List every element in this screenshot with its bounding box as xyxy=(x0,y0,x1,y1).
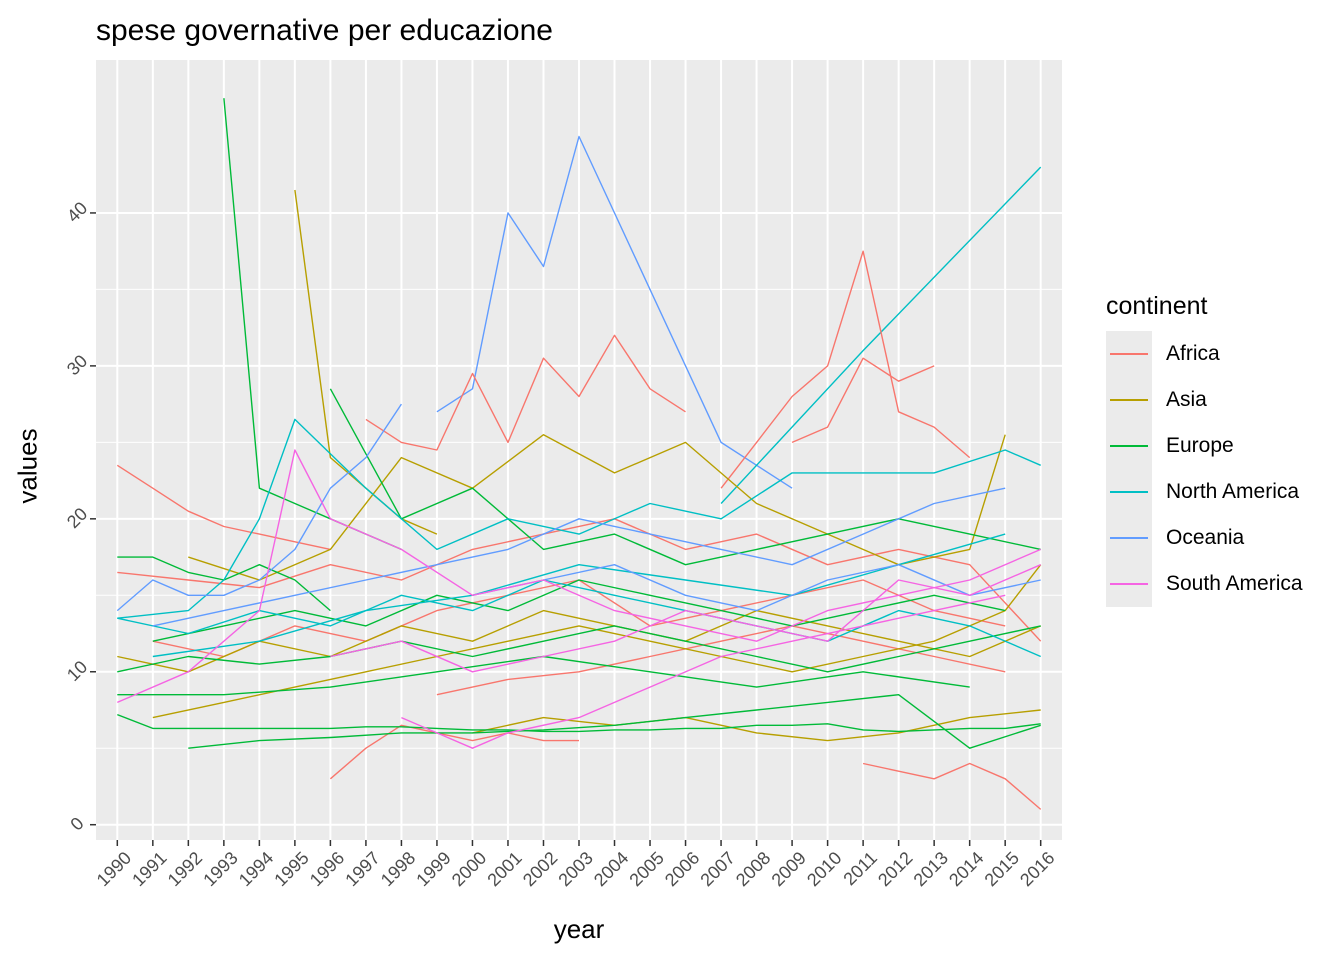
x-tick-label: 1992 xyxy=(164,848,206,890)
series-line-asia xyxy=(152,564,1042,719)
x-tick-label: 1999 xyxy=(412,848,454,890)
x-tick-label: 1991 xyxy=(128,848,170,890)
x-tick-label: 1995 xyxy=(270,848,312,890)
x-tick-label: 2007 xyxy=(696,848,738,890)
x-tick-label: 2008 xyxy=(732,848,774,890)
legend-swatch-europe xyxy=(1110,445,1148,447)
x-tick-label: 1990 xyxy=(93,848,135,890)
series-line-south-america xyxy=(330,564,1041,673)
legend-swatch-south-america xyxy=(1110,583,1148,585)
series-line-europe xyxy=(329,388,1041,566)
legend-key-europe xyxy=(1106,423,1152,469)
x-tick-label: 2003 xyxy=(554,848,596,890)
legend-key-oceania xyxy=(1106,515,1152,561)
series-line-europe xyxy=(117,625,1041,673)
legend-item-south-america: South America xyxy=(1106,561,1303,607)
x-tick-label: 2001 xyxy=(483,848,525,890)
x-tick-label: 1993 xyxy=(199,848,241,890)
series-line-africa xyxy=(720,250,971,489)
legend-label-europe: Europe xyxy=(1166,434,1234,457)
y-tick-label: 20 xyxy=(63,504,91,532)
x-tick-label: 1998 xyxy=(377,848,419,890)
x-tick-label: 2000 xyxy=(448,848,490,890)
y-tick-label: 30 xyxy=(63,351,91,379)
series-line-africa xyxy=(365,334,686,451)
y-axis-title: values xyxy=(12,428,43,504)
x-tick-label: 2006 xyxy=(661,848,703,890)
x-tick-label: 1996 xyxy=(306,848,348,890)
series-line-africa xyxy=(436,625,1006,696)
series-line-north-america xyxy=(117,579,1041,658)
series-line-africa xyxy=(862,762,1042,810)
series-lines xyxy=(116,98,1042,810)
series-line-asia xyxy=(117,609,1041,673)
series-line-africa xyxy=(116,464,331,551)
legend-label-south-america: South America xyxy=(1166,572,1303,595)
series-line-south-america xyxy=(401,594,1006,749)
series-line-oceania xyxy=(116,403,402,612)
x-tick-label: 2002 xyxy=(519,848,561,890)
y-tick-label: 10 xyxy=(63,657,91,685)
chart-title: spese governative per educazione xyxy=(96,14,553,47)
series-line-africa xyxy=(117,518,1042,642)
series-line-north-america xyxy=(152,533,1006,658)
legend-label-asia: Asia xyxy=(1166,388,1207,411)
y-tick-label: 40 xyxy=(63,198,91,226)
legend-key-asia xyxy=(1106,377,1152,423)
x-tick-label: 1994 xyxy=(235,848,277,890)
series-line-north-america xyxy=(117,418,1041,619)
x-tick-label: 2010 xyxy=(803,848,845,890)
legend-key-south-america xyxy=(1106,561,1152,607)
legend: continent Africa Asia Europe North Ameri… xyxy=(1106,292,1303,607)
legend-label-africa: Africa xyxy=(1166,342,1220,365)
series-line-europe xyxy=(188,694,1041,749)
x-tick-label: 2014 xyxy=(945,848,987,890)
legend-swatch-north-america xyxy=(1110,491,1148,493)
series-line-europe xyxy=(117,713,1041,733)
x-tick-label: 2011 xyxy=(839,848,881,890)
x-tick-label: 2012 xyxy=(874,848,916,890)
x-axis-title: year xyxy=(553,914,605,944)
legend-item-oceania: Oceania xyxy=(1106,515,1303,561)
x-tick-label: 2009 xyxy=(768,848,810,890)
x-tick-label: 2015 xyxy=(981,848,1023,890)
series-line-africa xyxy=(791,357,935,444)
series-line-north-america xyxy=(720,166,1042,504)
x-tick-label: 2016 xyxy=(1016,848,1058,890)
legend-swatch-oceania xyxy=(1110,537,1148,539)
legend-label-oceania: Oceania xyxy=(1166,526,1245,549)
legend-item-north-america: North America xyxy=(1106,469,1303,515)
legend-item-asia: Asia xyxy=(1106,377,1303,423)
legend-key-africa xyxy=(1106,331,1152,377)
series-line-africa xyxy=(329,724,579,780)
legend-swatch-asia xyxy=(1110,399,1148,401)
x-tick-label: 2013 xyxy=(910,848,952,890)
legend-title: continent xyxy=(1106,292,1208,320)
x-tick-label: 2005 xyxy=(625,848,667,890)
legend-label-north-america: North America xyxy=(1166,480,1300,503)
series-line-oceania xyxy=(436,135,793,489)
x-tick-label: 2004 xyxy=(590,848,632,890)
x-tick-label: 1997 xyxy=(341,848,383,890)
series-line-oceania xyxy=(152,487,1006,627)
legend-swatch-africa xyxy=(1110,353,1148,355)
legend-key-north-america xyxy=(1106,469,1152,515)
legend-item-africa: Africa xyxy=(1106,331,1303,377)
y-tick-label: 0 xyxy=(67,813,88,834)
legend-item-europe: Europe xyxy=(1106,423,1303,469)
